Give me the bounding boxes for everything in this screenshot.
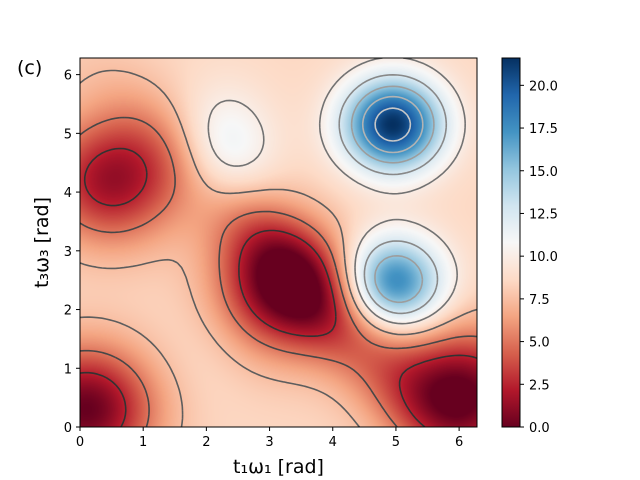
contour-level-5 xyxy=(80,116,477,427)
x-tick-label: 6 xyxy=(455,435,463,450)
x-tick-label: 2 xyxy=(202,435,210,450)
y-tick-label: 3 xyxy=(64,245,72,260)
y-tick-label: 1 xyxy=(64,362,72,377)
heatmap-image xyxy=(80,58,477,427)
x-tick-label: 0 xyxy=(76,435,84,450)
plot-frame xyxy=(79,57,478,428)
contour-level-7.5 xyxy=(80,69,477,427)
colorbar-ticks: 0.0 2.5 5.0 7.5 10.0 12.5 15.0 17.5 20.0 xyxy=(520,79,558,436)
contour-level-15 xyxy=(350,85,435,304)
contour-level-17.5 xyxy=(361,95,424,154)
colorbar-tick-label: 2.5 xyxy=(529,378,550,393)
contour-level-2.5 xyxy=(80,147,477,427)
colorbar-tick-label: 7.5 xyxy=(529,293,550,308)
colorbar-tick-label: 10.0 xyxy=(529,250,558,265)
x-axis-label: t₁ω₁ [rad] xyxy=(233,456,324,478)
y-tick-label: 5 xyxy=(64,127,72,142)
x-tick-label: 5 xyxy=(392,435,400,450)
contour-level-20 xyxy=(374,107,412,142)
colorbar xyxy=(501,57,521,428)
x-axis: 0 1 2 3 4 5 6 xyxy=(76,427,463,450)
colorbar-tick-label: 20.0 xyxy=(529,79,558,94)
y-tick-label: 0 xyxy=(64,421,72,436)
colorbar-tick-label: 12.5 xyxy=(529,207,558,222)
colorbar-tick-label: 17.5 xyxy=(529,122,558,137)
colorbar-tick-label: 5.0 xyxy=(529,336,550,351)
y-tick-label: 4 xyxy=(64,186,72,201)
colorbar-tick-label: 0.0 xyxy=(529,421,550,436)
y-tick-label: 6 xyxy=(64,69,72,84)
y-axis: 0 1 2 3 4 5 6 xyxy=(64,69,80,436)
x-tick-label: 3 xyxy=(265,435,273,450)
contour-level-10 xyxy=(207,58,466,325)
y-axis-label: t₃ω₃ [rad] xyxy=(31,197,53,288)
panel-label: (c) xyxy=(17,57,42,79)
x-tick-label: 1 xyxy=(139,435,147,450)
contour-level-12.5 xyxy=(338,74,448,315)
colorbar-tick-label: 15.0 xyxy=(529,165,558,180)
x-tick-label: 4 xyxy=(329,435,337,450)
y-tick-label: 2 xyxy=(64,304,72,319)
contour-lines xyxy=(80,58,477,427)
